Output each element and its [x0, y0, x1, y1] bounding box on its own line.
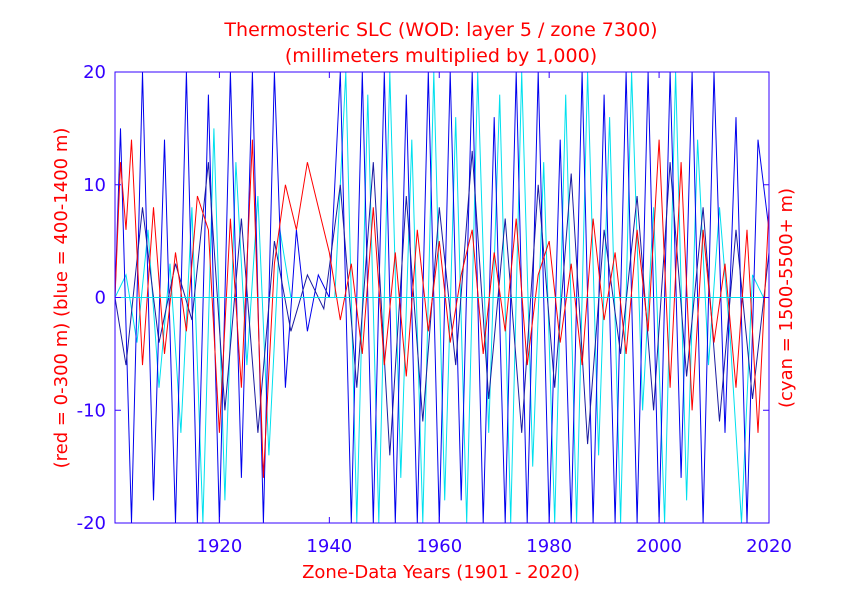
x-tick-label: 1920	[197, 536, 243, 557]
x-tick-label: 1980	[526, 536, 572, 557]
x-tick-label: 2000	[636, 536, 682, 557]
series-line-cyan	[114, 71, 764, 524]
y-axis-label-right: (cyan = 1500-5500+ m)	[776, 188, 797, 408]
x-tick-label: 2020	[746, 536, 792, 557]
chart-subtitle: (millimeters multiplied by 1,000)	[285, 45, 597, 67]
series-line-navy	[114, 150, 770, 456]
x-tick-label: 1960	[416, 536, 462, 557]
y-axis-label-left: (red = 0-300 m) (blue = 400-1400 m)	[51, 128, 72, 469]
tick-layer: 1920 1940 1960 1980 2000 2020 -20 -10 0 10 20	[77, 62, 792, 557]
series-line-red	[114, 139, 770, 478]
chart-title: Thermosteric SLC (WOD: layer 5 / zone 73…	[223, 19, 657, 41]
x-tick-label: 1940	[306, 536, 352, 557]
y-tick-label: -10	[77, 400, 106, 421]
y-tick-label: 0	[95, 288, 106, 309]
y-tick-label: 20	[83, 62, 106, 83]
x-axis-label: Zone-Data Years (1901 - 2020)	[302, 562, 580, 583]
y-tick-label: 10	[83, 175, 106, 196]
y-tick-label: -20	[77, 513, 106, 534]
series-layer	[114, 71, 770, 524]
plot-frame	[114, 71, 770, 524]
